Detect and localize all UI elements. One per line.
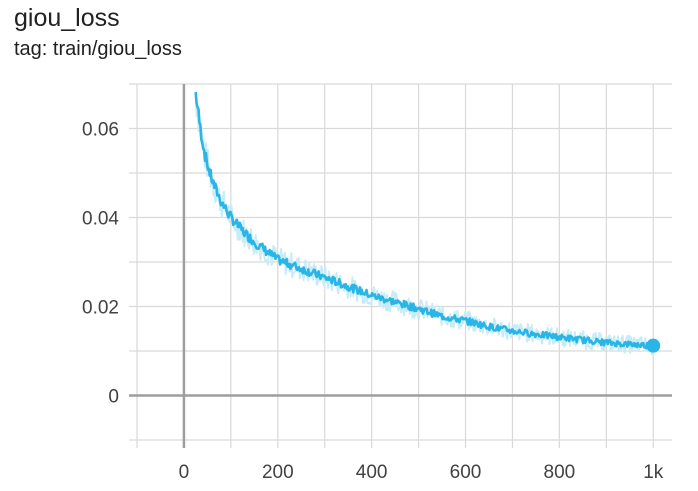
y-tick-label: 0.06 <box>82 120 119 141</box>
x-tick-label: 0 <box>179 462 190 483</box>
raw-series-line <box>194 93 654 355</box>
axes <box>129 84 672 448</box>
y-tick-label: 0 <box>108 387 119 408</box>
series-line <box>194 91 654 350</box>
grid <box>129 83 672 448</box>
chart-title: giou_loss <box>14 4 120 32</box>
x-tick-label: 800 <box>544 462 576 483</box>
tick-labels: 0 0.02 0.04 0.06 0 200 400 600 800 1k <box>82 120 664 484</box>
last-point-marker <box>646 338 661 353</box>
series <box>194 91 661 355</box>
chart-tag: tag: train/giou_loss <box>14 38 182 60</box>
y-tick-label: 0.04 <box>82 209 119 230</box>
x-tick-label: 1k <box>643 462 664 483</box>
y-tick-label: 0.02 <box>82 298 119 319</box>
x-tick-label: 600 <box>450 462 482 483</box>
x-tick-label: 200 <box>262 462 294 483</box>
x-tick-label: 400 <box>356 462 388 483</box>
